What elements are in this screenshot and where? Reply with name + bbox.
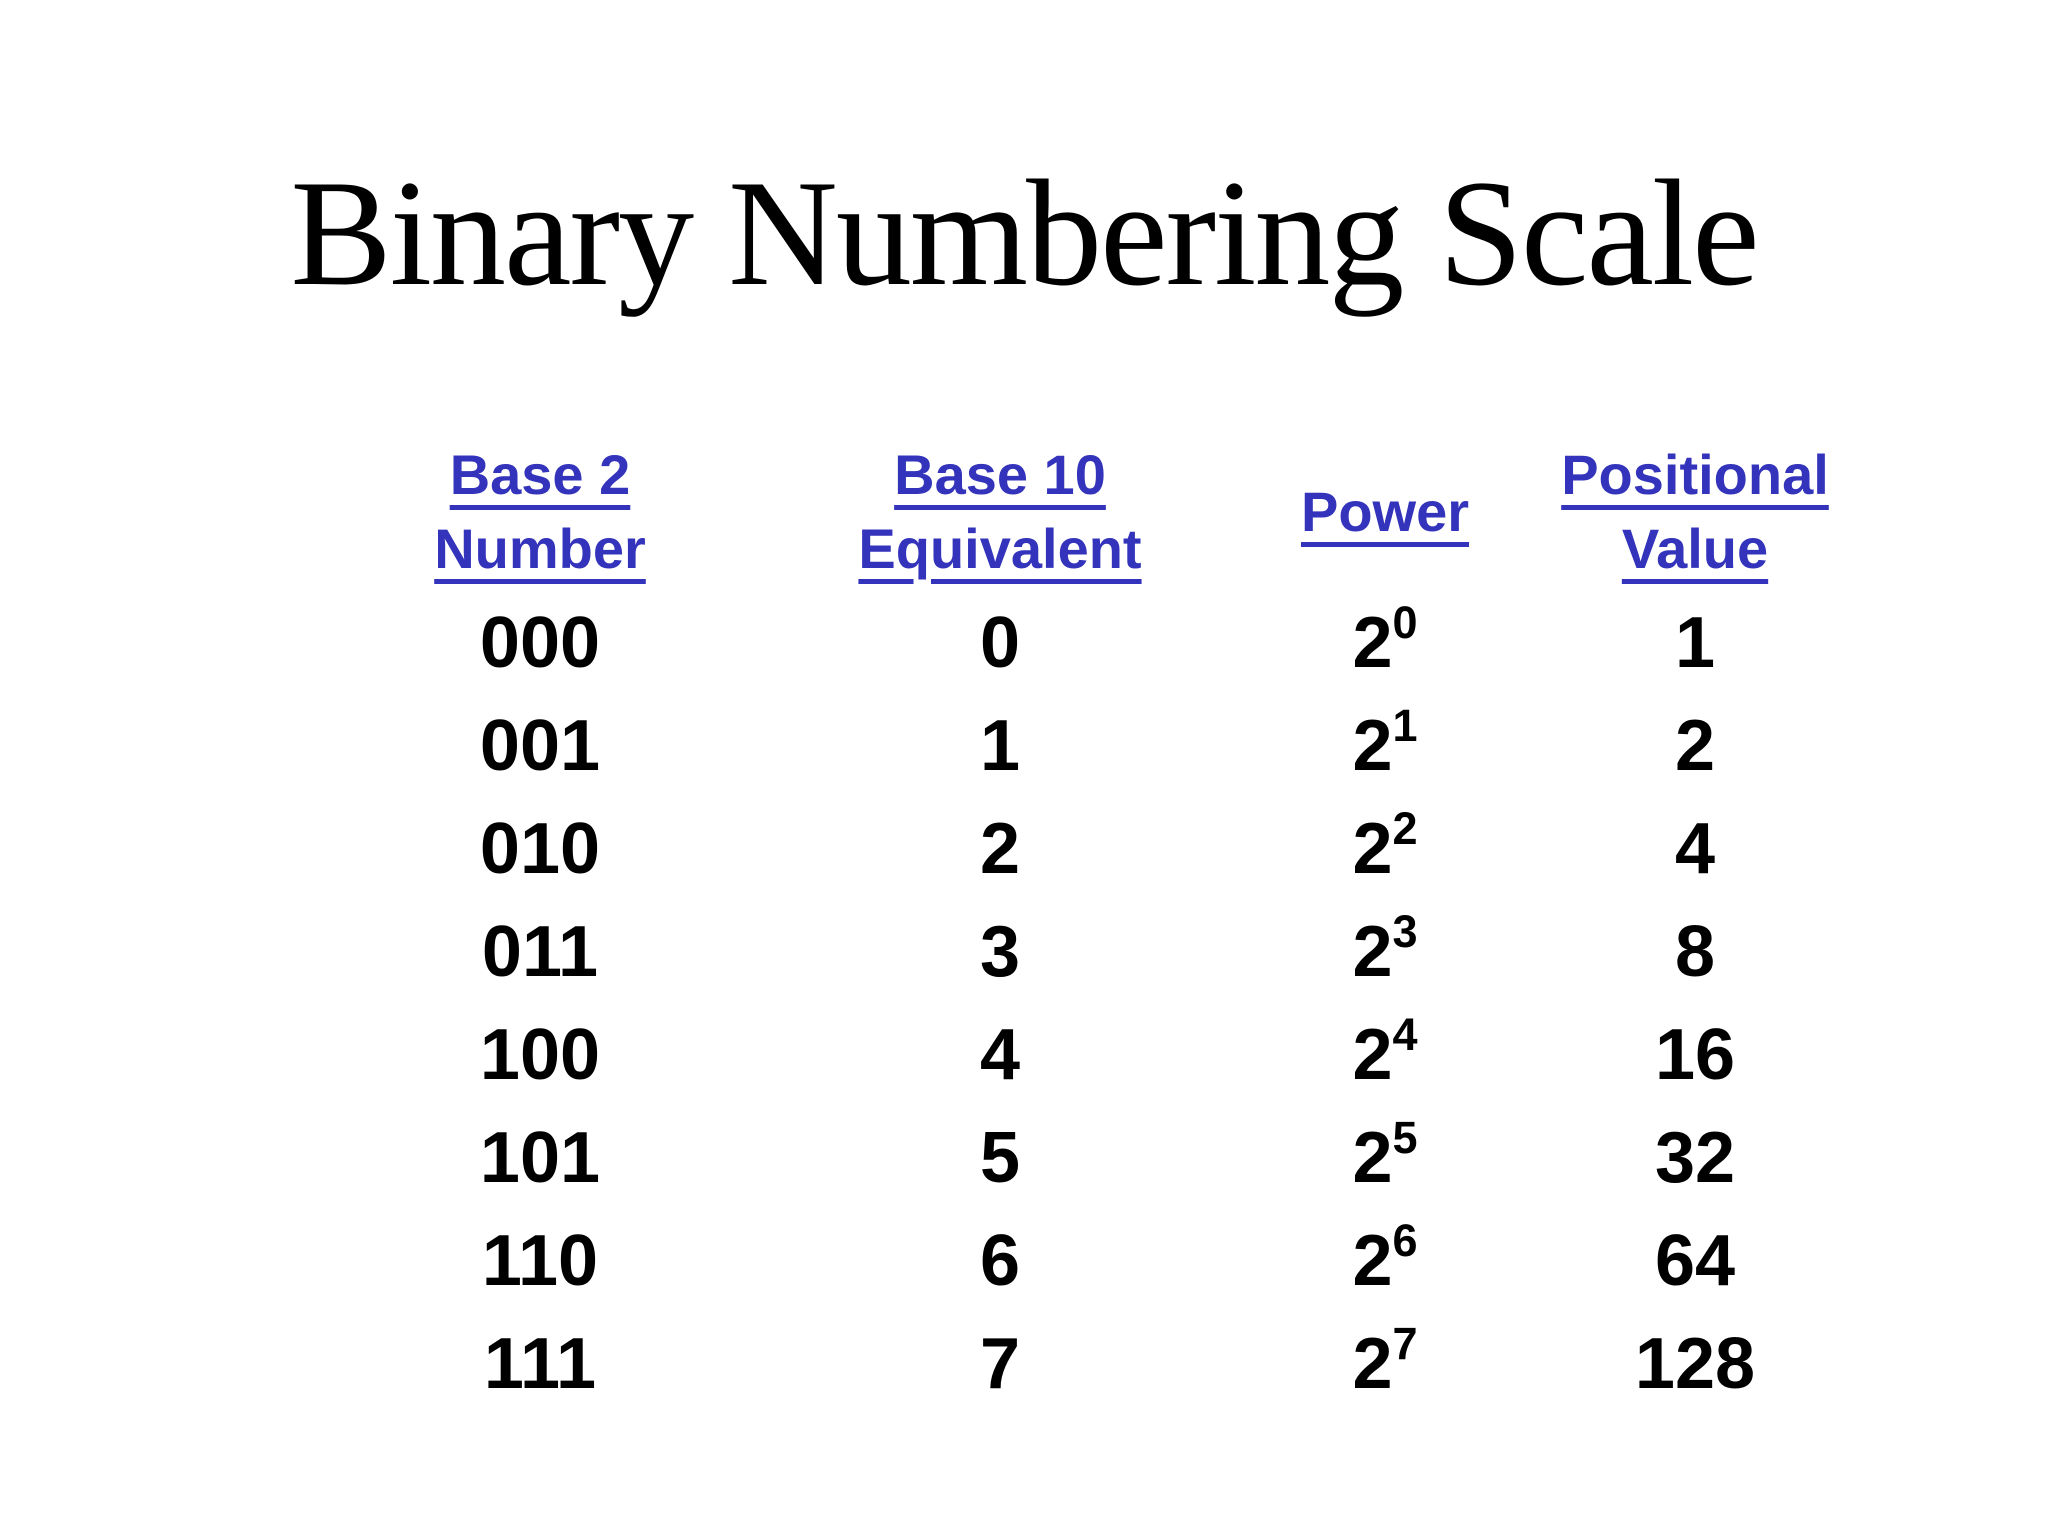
table-row: 011 3 23 8 [310, 901, 1850, 1004]
cell-base2-number: 111 [483, 1324, 597, 1405]
cell-power: 25 [1230, 1115, 1540, 1194]
cell-positional-value: 2 [1674, 706, 1716, 787]
table-row: 110 6 26 64 [310, 1210, 1850, 1313]
power-exponent: 0 [1392, 597, 1418, 649]
cell-positional-value: 1 [1674, 603, 1716, 684]
power-exponent: 7 [1392, 1318, 1418, 1370]
cell-power: 22 [1230, 806, 1540, 885]
cell-base2-number: 100 [479, 1015, 601, 1096]
cell-base10-equivalent: 3 [979, 912, 1021, 993]
cell-base2-number: 010 [479, 809, 601, 890]
power-exponent: 5 [1392, 1112, 1418, 1164]
cell-base2-number: 110 [481, 1221, 599, 1302]
power-base: 2 [1352, 1015, 1393, 1096]
power-exponent: 3 [1392, 906, 1418, 958]
power-exponent: 4 [1392, 1009, 1418, 1061]
cell-base10-equivalent: 5 [979, 1118, 1021, 1199]
column-header-positional-value: Positional Value [1561, 443, 1829, 580]
cell-positional-value: 64 [1654, 1221, 1736, 1302]
power-base: 2 [1352, 1118, 1393, 1199]
binary-scale-table: Base 2 Number Base 10 Equivalent Power P… [310, 438, 1850, 1416]
table-row: 010 2 22 4 [310, 798, 1850, 901]
table-row: 111 7 27 128 [310, 1313, 1850, 1416]
table-row: 001 1 21 2 [310, 695, 1850, 798]
power-exponent: 2 [1392, 803, 1418, 855]
power-base: 2 [1352, 603, 1393, 684]
cell-base10-equivalent: 6 [979, 1221, 1021, 1302]
cell-base10-equivalent: 2 [979, 809, 1021, 890]
power-base: 2 [1352, 912, 1393, 993]
cell-base2-number: 000 [479, 603, 601, 684]
cell-positional-value: 32 [1654, 1118, 1736, 1199]
cell-base10-equivalent: 4 [979, 1015, 1021, 1096]
power-base: 2 [1352, 809, 1393, 890]
power-base: 2 [1352, 706, 1393, 787]
cell-base2-number: 011 [481, 912, 599, 993]
power-exponent: 6 [1392, 1215, 1418, 1267]
cell-base10-equivalent: 7 [979, 1324, 1021, 1405]
column-header-base2-number: Base 2 Number [434, 443, 646, 580]
table-row: 100 4 24 16 [310, 1004, 1850, 1107]
cell-power: 21 [1230, 703, 1540, 782]
table-row: 000 0 20 1 [310, 592, 1850, 695]
power-base: 2 [1352, 1221, 1393, 1302]
cell-power: 26 [1230, 1218, 1540, 1297]
table-header-row: Base 2 Number Base 10 Equivalent Power P… [310, 438, 1850, 586]
power-base: 2 [1352, 1324, 1393, 1405]
cell-power: 23 [1230, 909, 1540, 988]
cell-base2-number: 101 [479, 1118, 601, 1199]
cell-base2-number: 001 [479, 706, 601, 787]
cell-power: 27 [1230, 1321, 1540, 1400]
column-header-power: Power [1300, 479, 1470, 543]
column-header-base10-equivalent: Base 10 Equivalent [858, 443, 1142, 580]
cell-power: 20 [1230, 600, 1540, 679]
cell-base10-equivalent: 0 [979, 603, 1021, 684]
cell-positional-value: 8 [1674, 912, 1716, 993]
cell-power: 24 [1230, 1012, 1540, 1091]
table-row: 101 5 25 32 [310, 1107, 1850, 1210]
table-body: 000 0 20 1 001 1 21 2 010 2 22 4 011 3 [310, 592, 1850, 1416]
slide-title: Binary Numbering Scale [290, 149, 1759, 317]
cell-positional-value: 128 [1634, 1324, 1756, 1405]
power-exponent: 1 [1392, 700, 1418, 752]
cell-positional-value: 16 [1654, 1015, 1736, 1096]
cell-positional-value: 4 [1674, 809, 1716, 890]
cell-base10-equivalent: 1 [979, 706, 1021, 787]
